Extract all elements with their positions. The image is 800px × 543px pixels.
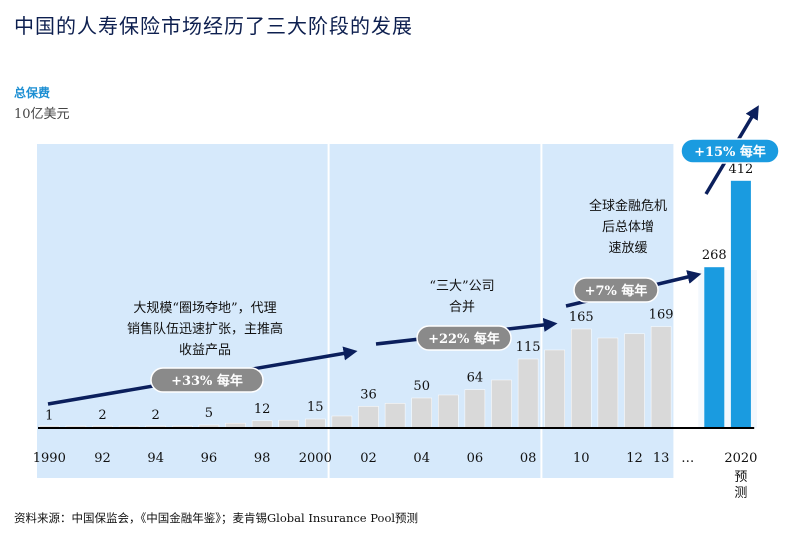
bar-01 <box>331 415 353 429</box>
bar-08 <box>517 358 539 429</box>
stage-3-note-line-3: 速放缓 <box>608 241 647 256</box>
stage-3-note-line-1: 全球金融危机 <box>589 198 667 214</box>
value-label-04: 50 <box>413 379 430 394</box>
x-tick-96: 96 <box>201 451 218 466</box>
growth-pill-2 <box>416 325 512 351</box>
bar-03 <box>384 403 406 429</box>
bar-10 <box>571 328 592 429</box>
bar-07 <box>491 379 512 429</box>
value-label-02: 36 <box>360 387 377 402</box>
value-label-2020F: 412 <box>728 162 753 177</box>
growth-rate-1: +33% 每年 <box>171 373 243 389</box>
value-label-98: 12 <box>254 402 271 417</box>
bar-02 <box>358 406 379 429</box>
value-label-10: 165 <box>569 310 594 325</box>
bar-99 <box>278 419 299 429</box>
x-tick-2020F: 2020 <box>724 451 757 466</box>
value-label-92: 2 <box>98 408 106 423</box>
forecast-label-char-1: 测 <box>734 486 747 501</box>
growth-rate-3: +7% 每年 <box>585 283 648 299</box>
stage-1-note-line-1: 大规模“圈场夺地”，代理 <box>133 301 276 316</box>
stage-1-note-line-2: 销售队伍迅速扩张，主推高 <box>127 321 283 337</box>
value-label-1990: 1 <box>45 408 53 423</box>
growth-pill-1 <box>150 367 264 393</box>
stage-1-note-line-3: 收益产品 <box>179 343 231 358</box>
growth-pill-3 <box>573 277 659 303</box>
x-tick-04: 04 <box>413 451 430 466</box>
chart-title: 中国的人寿保险市场经历了三大阶段的发展 <box>14 14 413 38</box>
bar-2020F <box>730 180 751 428</box>
x-tick-94: 94 <box>147 451 164 466</box>
value-label-2015F: 268 <box>702 248 727 263</box>
x-tick-2000: 2000 <box>299 451 332 466</box>
x-tick-92: 92 <box>94 451 111 466</box>
y-axis-unit: 10亿美元 <box>14 107 70 122</box>
x-tick-08: 08 <box>520 451 537 466</box>
x-tick-1990: 1990 <box>33 451 66 466</box>
value-label-94: 2 <box>152 408 160 423</box>
growth-rate-4: +15% 每年 <box>694 144 766 160</box>
x-tick-98: 98 <box>254 451 271 466</box>
bar-04 <box>411 397 432 429</box>
source-note: 资料来源：中国保监会，《中国金融年鉴》；麦肯锡Global Insurance … <box>14 511 419 525</box>
x-tick-12: 12 <box>626 451 643 466</box>
x-tick-…: … <box>681 451 694 466</box>
bar-13 <box>650 326 672 429</box>
growth-rate-2: +22% 每年 <box>428 331 500 347</box>
x-tick-06: 06 <box>467 451 484 466</box>
value-label-96: 5 <box>205 406 213 421</box>
x-tick-10: 10 <box>573 451 590 466</box>
value-label-13: 169 <box>649 308 674 323</box>
bar-09 <box>544 349 565 429</box>
value-label-2000: 15 <box>307 400 324 415</box>
stage-2-note-line-1: “三大”公司 <box>429 279 494 294</box>
x-tick-02: 02 <box>360 451 377 466</box>
y-axis-label: 总保费 <box>14 86 51 100</box>
bar-11 <box>597 337 619 429</box>
bar-06 <box>464 389 486 429</box>
bar-98 <box>251 420 273 429</box>
forecast-label-char-0: 预 <box>734 470 747 485</box>
bar-2000 <box>305 418 326 429</box>
bar-12 <box>624 333 645 429</box>
value-label-06: 64 <box>467 371 484 386</box>
x-tick-13: 13 <box>653 451 670 466</box>
stage-2-note-line-2: 合并 <box>449 300 475 315</box>
stage-3-note-line-2: 后总体增 <box>602 220 654 235</box>
value-label-08: 115 <box>516 340 541 355</box>
growth-pill-4 <box>680 138 780 164</box>
bar-05 <box>438 394 459 429</box>
bar-2015F <box>704 267 725 428</box>
